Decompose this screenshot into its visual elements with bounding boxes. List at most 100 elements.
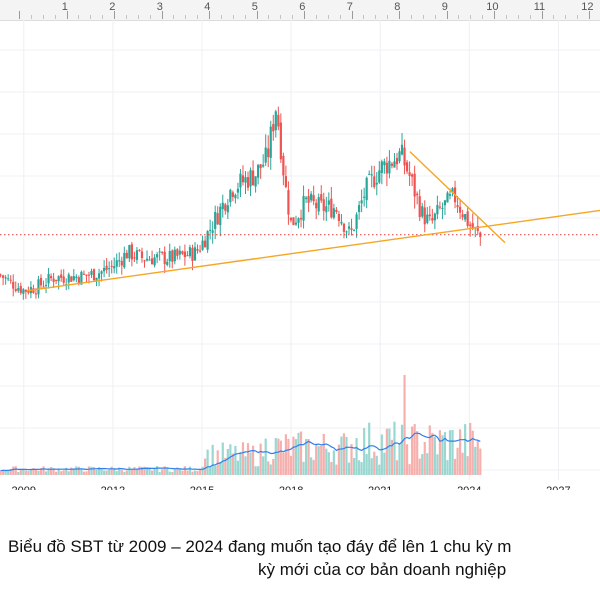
volume-bar xyxy=(352,458,356,475)
volume-bar xyxy=(22,468,25,475)
ruler-minor-tick xyxy=(149,15,151,19)
candle-body xyxy=(267,148,270,158)
candle-body xyxy=(304,197,308,200)
candle-body xyxy=(289,217,293,221)
volume-bar xyxy=(304,439,308,475)
candle-body xyxy=(113,266,116,269)
candle-body xyxy=(44,285,48,287)
volume-bar xyxy=(254,466,257,475)
volume-bar xyxy=(365,454,368,475)
volume-bar xyxy=(340,436,343,475)
volume-bar xyxy=(140,466,144,475)
candle-body xyxy=(272,124,275,132)
candle-body xyxy=(133,257,136,259)
candle-body xyxy=(206,231,209,250)
candle-body xyxy=(277,114,280,127)
candle-body xyxy=(416,193,419,196)
candle-body xyxy=(299,217,303,220)
candle-body xyxy=(229,189,232,203)
volume-bar xyxy=(282,452,285,475)
candle-body xyxy=(325,206,328,213)
volume-bar xyxy=(239,452,242,475)
candle-body xyxy=(431,218,434,221)
volume-bar xyxy=(103,470,106,475)
volume-bar xyxy=(12,466,15,475)
candle-body xyxy=(57,276,60,282)
volume-bar xyxy=(226,448,229,475)
volume-bar xyxy=(426,453,429,475)
volume-bar xyxy=(19,469,22,475)
candle-body xyxy=(19,286,22,294)
volume-bar xyxy=(347,462,351,475)
candle-body xyxy=(188,247,192,257)
candle-body xyxy=(466,211,469,226)
volume-bar xyxy=(67,471,70,475)
volume-bar xyxy=(105,470,108,475)
ruler-tick xyxy=(351,11,353,19)
ruler-label: 4 xyxy=(204,1,211,13)
candle-body xyxy=(347,226,351,229)
candle-body xyxy=(186,255,189,257)
volume-bar xyxy=(355,438,358,475)
ruler-tick xyxy=(209,11,210,19)
candle-body xyxy=(47,273,50,284)
volume-bar xyxy=(373,451,376,475)
candle-body xyxy=(332,208,335,218)
x-axis-tick-label: 2021 xyxy=(368,485,392,490)
volume-bar xyxy=(161,469,164,475)
candle-body xyxy=(118,260,121,262)
candle-body xyxy=(110,265,113,267)
volume-bar xyxy=(14,466,17,475)
candle-body xyxy=(254,176,257,187)
volume-bar xyxy=(47,468,50,475)
candle-body xyxy=(7,278,10,280)
candle-body xyxy=(383,161,386,166)
candle-body xyxy=(171,250,174,262)
volume-bar xyxy=(259,443,262,475)
candle-body xyxy=(322,199,325,211)
candle-body xyxy=(350,228,353,230)
candle-body xyxy=(120,261,123,266)
candle-body xyxy=(418,196,421,218)
caption-line-1: Biểu đồ SBT từ 2009 – 2024 đang muốn tạo… xyxy=(8,537,512,556)
volume-bar xyxy=(234,445,237,475)
volume-bar xyxy=(173,468,176,475)
candle-body xyxy=(125,252,128,259)
volume-bar xyxy=(4,470,7,475)
ruler-minor-tick xyxy=(244,15,246,19)
ruler-label: 10 xyxy=(486,1,499,13)
volume-bar xyxy=(257,466,260,475)
candle-body xyxy=(22,289,25,294)
volume-bar xyxy=(7,470,10,475)
volume-bar xyxy=(317,446,320,475)
volume-bar xyxy=(153,468,156,475)
ruler-minor-tick xyxy=(482,15,484,19)
volume-bar xyxy=(70,467,73,475)
volume-bar xyxy=(191,471,194,475)
x-axis-tick-label: 2018 xyxy=(279,485,303,490)
candle-body xyxy=(150,258,154,265)
volume-bar xyxy=(448,430,452,475)
ruler-minor-tick xyxy=(78,15,80,19)
volume-bar xyxy=(75,466,78,475)
candle-body xyxy=(77,277,80,284)
candle-body xyxy=(0,274,2,276)
volume-bar xyxy=(398,443,401,475)
volume-bar xyxy=(120,469,123,475)
candle-body xyxy=(274,111,277,131)
ruler-tick xyxy=(494,11,495,19)
candle-body xyxy=(27,290,30,293)
volume-bar xyxy=(90,466,93,475)
candle-body xyxy=(128,245,131,259)
candle-body xyxy=(97,273,101,279)
candle-body xyxy=(461,214,464,218)
volume-bar xyxy=(345,436,348,475)
volume-bar xyxy=(320,445,323,475)
volume-bar xyxy=(188,466,192,475)
candle-body xyxy=(388,160,391,174)
volume-bar xyxy=(443,432,447,475)
candle-body xyxy=(315,202,318,209)
ruler-minor-tick xyxy=(363,15,365,19)
volume-bar xyxy=(418,458,421,475)
volume-bar xyxy=(150,470,154,475)
